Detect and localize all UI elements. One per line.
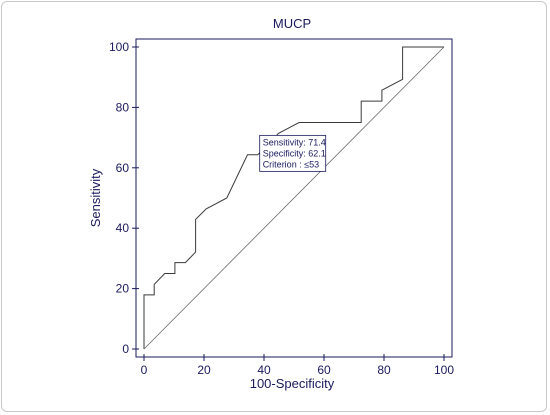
y-tick-label: 80: [116, 100, 130, 114]
x-tick-label: 60: [317, 363, 331, 377]
annotation-sensitivity: Sensitivity: 71.4: [263, 137, 326, 147]
x-axis-label: 100-Specificity: [250, 376, 335, 391]
x-tick-label: 20: [197, 363, 211, 377]
y-axis-label: Sensitivity: [88, 168, 103, 227]
x-tick-label: 100: [434, 363, 454, 377]
series-group: [143, 46, 445, 350]
y-tick-label: 20: [116, 282, 130, 296]
annotation-criterion: Criterion : ≤53: [263, 159, 319, 169]
axes: 0 20 40 60 80 100 0 20 40 60 80 100: [109, 38, 454, 377]
y-tick-label: 0: [122, 342, 129, 356]
chart-title: MUCP: [273, 16, 311, 31]
annotation: Sensitivity: 71.4 Specificity: 62.1 Crit…: [259, 134, 327, 172]
annotation-box: [259, 134, 327, 172]
y-tick-label: 100: [109, 40, 129, 54]
y-tick-label: 40: [116, 221, 130, 235]
y-tick-label: 60: [116, 161, 130, 175]
roc-curve-line: [143, 46, 444, 349]
x-tick-label: 0: [141, 363, 148, 377]
x-tick-label: 80: [377, 363, 391, 377]
plot-area: [135, 38, 453, 358]
x-tick-label: 40: [257, 363, 271, 377]
annotation-specificity: Specificity: 62.1: [263, 148, 326, 158]
reference-diagonal-line: [143, 46, 445, 350]
